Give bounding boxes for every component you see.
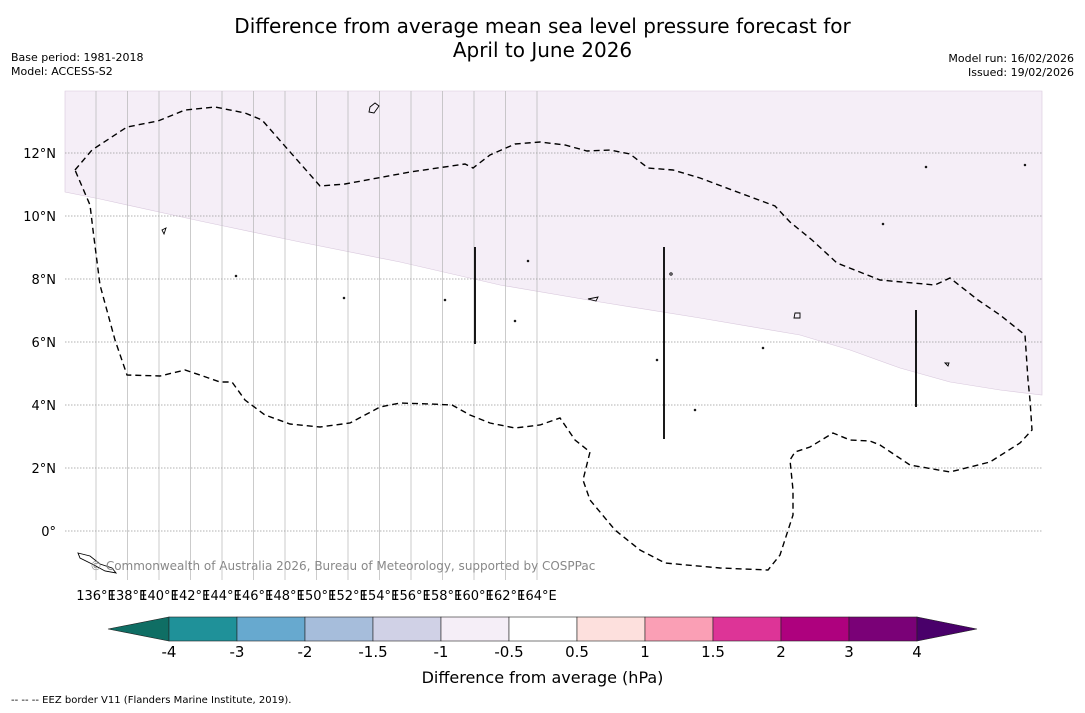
- lon-tick-label: 140°E: [139, 589, 179, 604]
- colorbar-swatch: [508, 616, 578, 642]
- colorbar-tick-label: 3: [844, 643, 854, 661]
- colorbar-swatch: [236, 616, 306, 642]
- lon-tick-label: 152°E: [328, 589, 368, 604]
- colorbar-swatch: [372, 616, 442, 642]
- lon-tick-label: 150°E: [297, 589, 337, 604]
- issued-date: Issued: 19/02/2026: [967, 66, 1074, 79]
- meta-right: Model run: 16/02/2026 Issued: 19/02/2026: [948, 52, 1074, 80]
- eez-footnote: -- -- -- EEZ border V11 (Flanders Marine…: [11, 695, 292, 706]
- chart-title: Difference from average mean sea level p…: [0, 14, 1085, 62]
- graticule: [65, 91, 1042, 580]
- colorbar-tick-label: -1.5: [358, 643, 388, 661]
- lat-tick-label: 6°N: [32, 336, 57, 351]
- colorbar: [107, 616, 978, 642]
- colorbar-title: Difference from average (hPa): [421, 668, 664, 687]
- lon-tick-label: 164°E: [517, 589, 557, 604]
- colorbar-tick-label: -4: [161, 643, 177, 661]
- base-period: Base period: 1981-2018: [11, 51, 144, 64]
- model-run: Model run: 16/02/2026: [948, 52, 1074, 65]
- model-name: Model: ACCESS-S2: [11, 65, 113, 78]
- colorbar-swatch: [440, 616, 510, 642]
- lat-tick-label: 8°N: [32, 273, 57, 288]
- island-outlines: [77, 102, 1027, 574]
- lat-tick-label: 4°N: [32, 399, 57, 414]
- eez-border: [74, 106, 1033, 571]
- lon-tick-label: 156°E: [391, 589, 431, 604]
- lon-tick-label: 158°E: [423, 589, 463, 604]
- lon-tick-label: 160°E: [454, 589, 494, 604]
- title-line-1: Difference from average mean sea level p…: [234, 14, 851, 38]
- colorbar-max-extend: [916, 616, 978, 642]
- colorbar-swatch: [168, 616, 238, 642]
- lat-tick-label: 10°N: [23, 210, 56, 225]
- colorbar-swatch: [304, 616, 374, 642]
- lon-tick-label: 144°E: [202, 589, 242, 604]
- colorbar-tick-label: -1: [433, 643, 449, 661]
- colorbar-swatch: [848, 616, 918, 642]
- colorbar-swatch: [780, 616, 850, 642]
- lat-tick-label: 0°: [41, 525, 56, 540]
- colorbar-tick-label: 1: [640, 643, 650, 661]
- colorbar-tick-label: 2: [776, 643, 786, 661]
- lat-tick-label: 12°N: [23, 147, 56, 162]
- colorbar-min-extend: [107, 616, 170, 642]
- lon-tick-label: 142°E: [171, 589, 211, 604]
- colorbar-tick-label: -2: [297, 643, 313, 661]
- lon-tick-label: 138°E: [108, 589, 148, 604]
- lon-tick-label: 146°E: [234, 589, 274, 604]
- lat-tick-label: 2°N: [32, 462, 57, 477]
- colorbar-tick-label: -3: [229, 643, 245, 661]
- lon-tick-label: 136°E: [76, 589, 116, 604]
- title-line-2: April to June 2026: [452, 38, 633, 62]
- latitude-labels: 12°N 10°N 8°N 6°N 4°N 2°N 0°: [23, 147, 56, 540]
- lon-tick-label: 154°E: [360, 589, 400, 604]
- colorbar-swatch: [712, 616, 782, 642]
- lon-tick-label: 162°E: [486, 589, 526, 604]
- anomaly-shaded-region: [64, 90, 1043, 396]
- colorbar-tick-label: 0.5: [565, 643, 589, 661]
- lon-tick-label: 148°E: [265, 589, 305, 604]
- colorbar-swatch: [576, 616, 646, 642]
- colorbar-tick-label: -0.5: [494, 643, 524, 661]
- colorbar-tick-label: 4: [912, 643, 922, 661]
- map-attribution: © Commonwealth of Australia 2026, Bureau…: [90, 559, 595, 573]
- colorbar-swatch: [644, 616, 714, 642]
- meta-left: Base period: 1981-2018 Model: ACCESS-S2: [11, 51, 143, 79]
- longitude-labels: 136°E138°E140°E142°E144°E146°E148°E150°E…: [76, 589, 557, 604]
- colorbar-tick-label: 1.5: [701, 643, 725, 661]
